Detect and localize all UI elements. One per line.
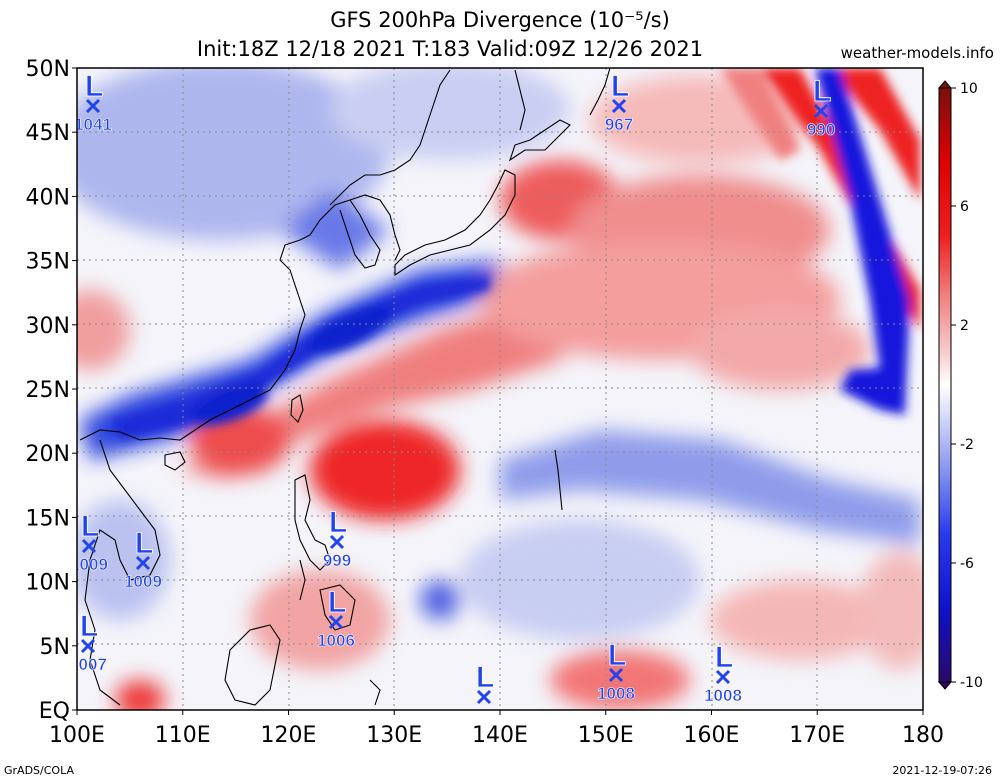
lat-tick-label: 45N xyxy=(26,121,70,146)
low-letter: L xyxy=(611,70,629,103)
low-letter: L xyxy=(328,586,346,619)
colorbar-labels: 10 6 2 -2 -6 -10 xyxy=(951,81,983,691)
lat-tick-label: 30N xyxy=(26,314,70,339)
coastlines xyxy=(79,68,611,706)
colorbar-label: -2 xyxy=(960,437,974,453)
lon-tick-label: 130E xyxy=(366,723,422,748)
low-marker: L 1008 xyxy=(597,639,635,704)
lon-tick-label: 170E xyxy=(789,723,845,748)
map-subtitle: Init:18Z 12/18 2021 T:183 Valid:09Z 12/2… xyxy=(196,37,704,61)
low-marker: L 1041 xyxy=(74,70,112,135)
low-letter: L xyxy=(608,639,626,672)
low-marker: L 1009 xyxy=(70,510,108,575)
longitude-labels: 100E 110E 120E 130E 140E 150E 160E 170E 180 xyxy=(49,710,944,748)
low-marker: L 1009 xyxy=(124,527,162,592)
low-center-x xyxy=(85,98,101,114)
colorbar-label: -6 xyxy=(960,556,974,572)
low-pressure-value: 1008 xyxy=(704,686,742,705)
low-letter: L xyxy=(813,75,831,108)
low-center-x xyxy=(329,534,345,550)
lat-tick-label: 5N xyxy=(40,635,70,660)
divergence-field: L 1041 L 967 L 990 L 1009 L 1009 L 999 L 1007 L 1006 L 10… xyxy=(69,68,923,725)
grads-credit: GrADS/COLA xyxy=(4,764,74,777)
low-center-x xyxy=(328,614,344,630)
grid-lines xyxy=(77,68,923,710)
low-pressure-value: 1007 xyxy=(69,655,107,674)
low-center-x xyxy=(135,555,151,571)
low-center-x xyxy=(608,667,624,683)
colorbar-label: -10 xyxy=(960,675,983,691)
low-letter: L xyxy=(80,610,98,643)
low-center-x xyxy=(611,98,627,114)
low-marker: L 967 xyxy=(605,70,634,135)
low-marker: L 1007 xyxy=(465,661,503,725)
lat-tick-label: 40N xyxy=(26,185,70,210)
lat-tick-label: 20N xyxy=(26,442,70,467)
low-pressure-value: 967 xyxy=(605,115,633,134)
lon-tick-label: 120E xyxy=(261,723,317,748)
low-pressure-value: 1041 xyxy=(74,115,112,134)
lat-tick-label: 25N xyxy=(26,378,70,403)
lat-tick-label: 15N xyxy=(26,506,70,531)
low-center-x xyxy=(81,538,97,554)
low-marker: L 990 xyxy=(807,75,836,140)
low-marker: L 1008 xyxy=(704,641,742,706)
low-pressure-value: 999 xyxy=(323,551,351,570)
low-letter: L xyxy=(476,661,494,694)
site-label: weather-models.info xyxy=(840,44,994,62)
low-marker: L 1006 xyxy=(317,586,355,651)
lon-tick-label: 110E xyxy=(155,723,211,748)
colorbar-label: 2 xyxy=(960,318,969,334)
lon-tick-label: 150E xyxy=(578,723,634,748)
low-letter: L xyxy=(85,70,103,103)
low-center-x xyxy=(476,689,492,705)
low-letter: L xyxy=(81,510,99,543)
lat-tick-label: 35N xyxy=(26,250,70,275)
low-letter: L xyxy=(715,641,733,674)
low-pressure-value: 1009 xyxy=(70,555,108,574)
low-pressure-value: 1007 xyxy=(465,706,503,725)
lon-tick-label: 160E xyxy=(684,723,740,748)
low-pressure-value: 1008 xyxy=(597,684,635,703)
low-pressure-value: 990 xyxy=(807,120,835,139)
map-title: GFS 200hPa Divergence (10⁻⁵/s) xyxy=(330,8,670,32)
colorbar xyxy=(937,80,953,690)
low-center-x xyxy=(715,669,731,685)
low-marker: L 1007 xyxy=(69,610,107,675)
lat-tick-label: 10N xyxy=(26,571,70,596)
timestamp: 2021-12-19-07:26 xyxy=(892,764,992,777)
low-center-x xyxy=(813,103,829,119)
colorbar-label: 6 xyxy=(960,199,969,215)
lon-tick-label: 140E xyxy=(472,723,528,748)
colorbar-label: 10 xyxy=(960,81,978,97)
latitude-labels: 50N 45N 40N 35N 30N 25N 20N 15N 10N 5N EQ xyxy=(26,57,77,724)
low-letter: L xyxy=(135,527,153,560)
low-center-x xyxy=(80,638,96,654)
lon-tick-label: 100E xyxy=(49,723,105,748)
low-marker: L 999 xyxy=(323,506,352,571)
lon-tick-label: 180 xyxy=(902,723,944,748)
low-letter: L xyxy=(329,506,347,539)
low-pressure-markers: L 1041 L 967 L 990 L 1009 L 1009 L 999 L 1007 L 1006 L 10… xyxy=(69,70,836,725)
low-pressure-value: 1006 xyxy=(317,631,355,650)
low-pressure-value: 1009 xyxy=(124,572,162,591)
lat-tick-label: 50N xyxy=(26,57,70,82)
lat-tick-label: EQ xyxy=(39,699,70,724)
